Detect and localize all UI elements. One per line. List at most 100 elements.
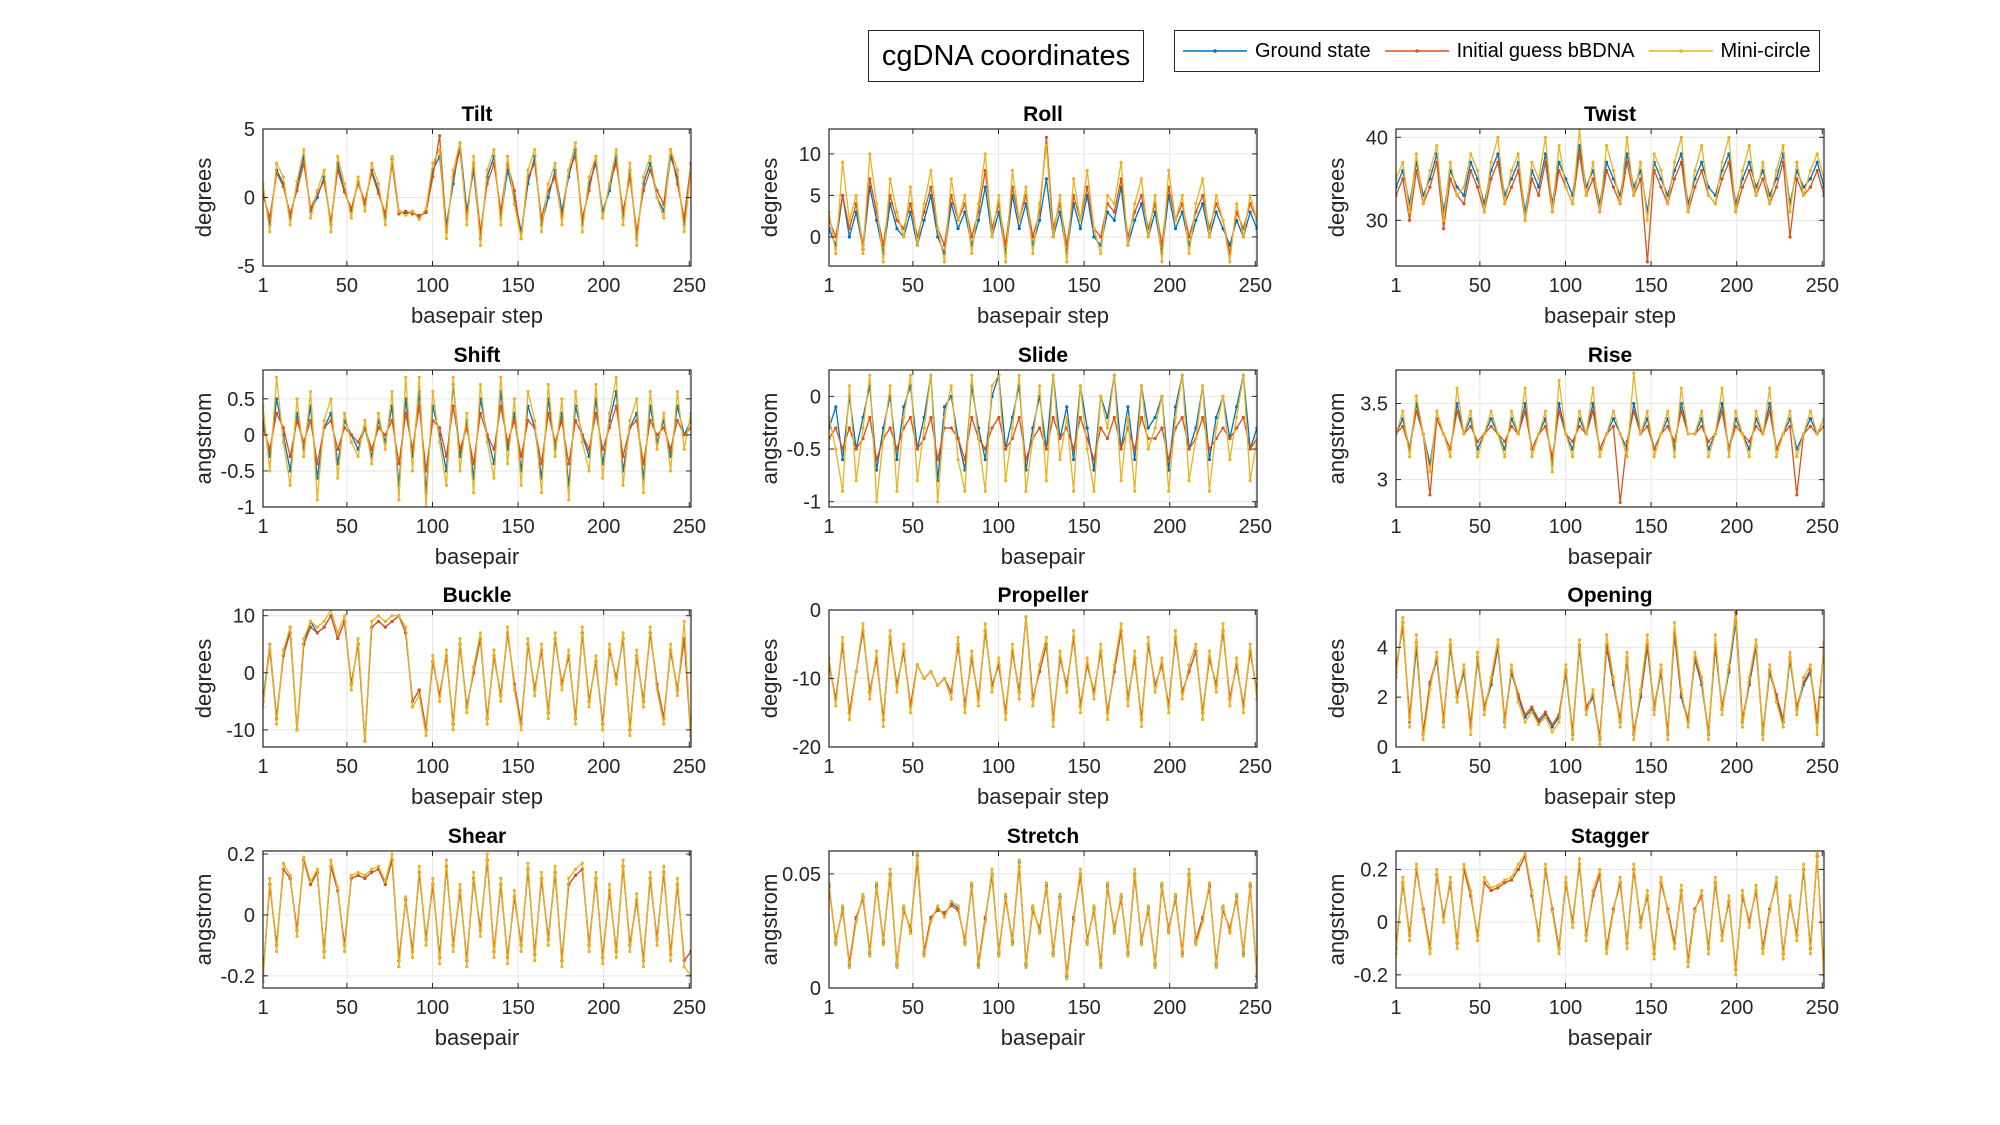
data-point-ground-state-twist bbox=[1808, 177, 1813, 181]
data-point-mini-circle-roll bbox=[1119, 160, 1123, 164]
data-point-mini-circle-roll bbox=[881, 260, 885, 264]
x-tick-label-shear: 250 bbox=[673, 997, 706, 1019]
data-point-mini-circle-stretch bbox=[1146, 904, 1150, 908]
data-point-mini-circle-shift bbox=[451, 375, 455, 379]
data-point-initial-guess-bbdna-slide bbox=[997, 415, 1001, 420]
data-point-mini-circle-stretch bbox=[1058, 892, 1062, 896]
series-line-ground-state-buckle bbox=[263, 615, 691, 742]
data-point-mini-circle-propeller bbox=[983, 622, 987, 626]
data-point-mini-circle-shift bbox=[458, 469, 462, 473]
data-point-initial-guess-bbdna-slide bbox=[1228, 436, 1232, 441]
data-point-mini-circle-stretch bbox=[868, 954, 872, 958]
data-point-mini-circle-shear bbox=[390, 852, 394, 856]
data-point-initial-guess-bbdna-slide bbox=[1092, 457, 1096, 462]
data-point-initial-guess-bbdna-roll bbox=[847, 227, 851, 231]
data-point-mini-circle-roll bbox=[942, 260, 947, 264]
data-point-mini-circle-twist bbox=[1475, 168, 1480, 173]
y-tick-label-shear: 0 bbox=[244, 905, 255, 927]
data-point-mini-circle-shear bbox=[533, 959, 537, 963]
data-point-initial-guess-bbdna-shift bbox=[404, 411, 408, 415]
data-point-mini-circle-roll bbox=[1085, 168, 1089, 173]
data-point-initial-guess-bbdna-twist bbox=[1625, 160, 1629, 164]
data-point-mini-circle-twist bbox=[1652, 152, 1656, 156]
data-point-mini-circle-opening bbox=[1713, 633, 1717, 637]
data-point-mini-circle-rise bbox=[1543, 409, 1548, 413]
data-point-mini-circle-stretch bbox=[895, 965, 899, 970]
data-point-mini-circle-tilt bbox=[648, 154, 652, 158]
data-point-mini-circle-roll bbox=[1173, 218, 1178, 222]
data-point-initial-guess-bbdna-shift bbox=[438, 426, 442, 430]
data-point-initial-guess-bbdna-buckle bbox=[315, 631, 319, 635]
data-point-ground-state-twist bbox=[1747, 160, 1751, 164]
data-point-mini-circle-roll bbox=[956, 218, 960, 222]
data-point-initial-guess-bbdna-stretch bbox=[929, 915, 933, 919]
data-point-mini-circle-shift bbox=[349, 440, 353, 444]
data-point-mini-circle-opening bbox=[1734, 615, 1738, 620]
data-point-mini-circle-stagger bbox=[1740, 888, 1745, 893]
data-point-initial-guess-bbdna-shift bbox=[268, 447, 272, 451]
data-point-mini-circle-opening bbox=[1632, 737, 1636, 742]
legend-swatch-initial-guess bbox=[1384, 49, 1449, 53]
x-tick-label-tilt: 100 bbox=[416, 275, 449, 297]
data-point-mini-circle-shift bbox=[431, 390, 435, 394]
data-point-mini-circle-shear bbox=[410, 955, 415, 960]
data-point-initial-guess-bbdna-rise bbox=[1700, 424, 1704, 428]
data-point-mini-circle-shift bbox=[417, 375, 421, 379]
y-tick-label-propeller: 0 bbox=[810, 600, 821, 622]
data-point-initial-guess-bbdna-tilt bbox=[404, 209, 408, 213]
data-point-ground-state-slide bbox=[1214, 415, 1218, 420]
y-tick-label-shift: -1 bbox=[237, 497, 255, 519]
data-point-mini-circle-shear bbox=[295, 934, 299, 938]
data-point-mini-circle-propeller bbox=[1085, 656, 1089, 660]
data-point-initial-guess-bbdna-rise bbox=[1768, 409, 1772, 413]
data-point-mini-circle-propeller bbox=[1051, 724, 1055, 729]
y-tick-label-slide: 0 bbox=[810, 386, 821, 408]
data-point-mini-circle-propeller bbox=[908, 711, 913, 715]
data-point-mini-circle-slide bbox=[922, 426, 926, 430]
data-point-mini-circle-tilt bbox=[519, 237, 523, 241]
data-point-mini-circle-rise bbox=[1435, 409, 1439, 413]
subplot-title-roll: Roll bbox=[1023, 103, 1063, 126]
data-point-mini-circle-rise bbox=[1625, 455, 1629, 459]
data-point-mini-circle-buckle bbox=[519, 728, 523, 732]
data-point-mini-circle-stagger bbox=[1734, 973, 1738, 977]
data-point-mini-circle-tilt bbox=[492, 147, 496, 152]
data-point-initial-guess-bbdna-slide bbox=[874, 457, 879, 462]
data-point-initial-guess-bbdna-rise bbox=[1591, 409, 1595, 413]
data-point-mini-circle-shear bbox=[281, 861, 285, 865]
data-point-mini-circle-buckle bbox=[539, 642, 544, 646]
data-point-mini-circle-stretch bbox=[1024, 965, 1028, 970]
data-point-mini-circle-tilt bbox=[533, 147, 537, 152]
data-point-mini-circle-shear bbox=[601, 962, 605, 966]
x-tick-label-roll: 1 bbox=[823, 275, 834, 297]
data-point-initial-guess-bbdna-slide bbox=[1044, 447, 1048, 451]
data-point-mini-circle-twist bbox=[1401, 160, 1405, 164]
data-point-mini-circle-rise bbox=[1503, 455, 1507, 459]
data-point-mini-circle-stagger bbox=[1700, 888, 1704, 893]
data-point-initial-guess-bbdna-shift bbox=[444, 454, 449, 459]
data-point-mini-circle-shear bbox=[662, 864, 666, 868]
data-point-ground-state-slide bbox=[1153, 415, 1157, 420]
data-point-initial-guess-bbdna-twist bbox=[1605, 168, 1609, 173]
data-point-mini-circle-stretch bbox=[1201, 920, 1205, 924]
data-point-mini-circle-shear bbox=[383, 879, 387, 884]
data-point-mini-circle-shear bbox=[648, 870, 652, 874]
data-point-ground-state-roll bbox=[956, 227, 960, 231]
data-point-mini-circle-twist bbox=[1530, 160, 1534, 164]
data-point-initial-guess-bbdna-twist bbox=[1496, 160, 1500, 164]
data-point-mini-circle-slide bbox=[1201, 384, 1205, 388]
data-point-ground-state-twist bbox=[1455, 185, 1459, 189]
data-point-mini-circle-shear bbox=[458, 882, 462, 887]
data-point-mini-circle-propeller bbox=[834, 704, 838, 708]
y-tick-label-shear: 0.2 bbox=[227, 844, 255, 866]
series-line-initial-guess-bbdna-buckle bbox=[263, 615, 691, 742]
data-point-mini-circle-stretch bbox=[1038, 931, 1042, 935]
subplot-title-shear: Shear bbox=[448, 825, 506, 848]
data-point-mini-circle-stretch bbox=[1044, 881, 1048, 885]
data-point-initial-guess-bbdna-rise bbox=[1414, 409, 1418, 413]
data-point-initial-guess-bbdna-rise bbox=[1509, 424, 1514, 428]
data-point-mini-circle-tilt bbox=[383, 223, 387, 227]
axes-box-rise bbox=[1395, 369, 1825, 508]
data-point-mini-circle-rise bbox=[1747, 455, 1751, 459]
data-point-mini-circle-opening bbox=[1435, 650, 1439, 654]
